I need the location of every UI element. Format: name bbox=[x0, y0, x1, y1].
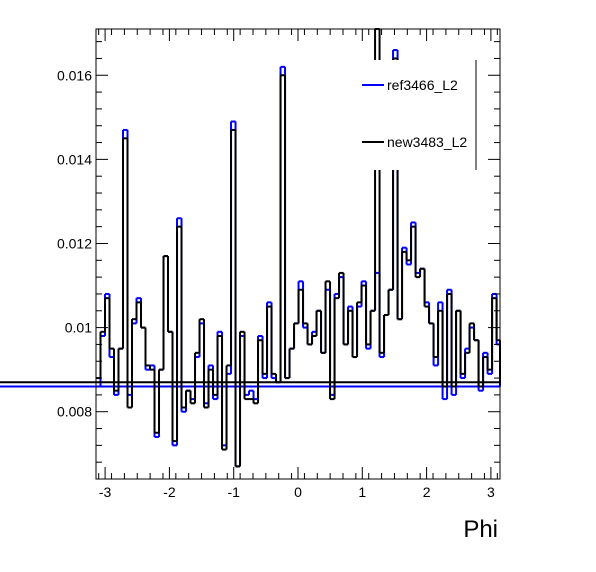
series-new3483_L2 bbox=[0, 28, 501, 468]
x-tick-label: 1 bbox=[358, 484, 366, 500]
x-tick-label: -3 bbox=[99, 484, 112, 500]
x-axis-title: Phi bbox=[463, 516, 498, 543]
legend: ref3466_L2 new3483_L2 bbox=[358, 60, 477, 170]
x-tick-label: -1 bbox=[227, 484, 240, 500]
legend-label-new: new3483_L2 bbox=[387, 134, 467, 150]
x-tick-label: -2 bbox=[163, 484, 176, 500]
y-tick-label: 0.01 bbox=[65, 320, 92, 336]
series-layer bbox=[0, 28, 501, 468]
ticks-layer: -3 -2 -1 0 1 2 3 0.008 0.01 0.012 0.014 0.016 bbox=[57, 29, 500, 500]
x-tick-label: 2 bbox=[423, 484, 431, 500]
y-tick-label: 0.016 bbox=[57, 67, 92, 83]
y-tick-label: 0.014 bbox=[57, 151, 92, 167]
legend-label-ref: ref3466_L2 bbox=[387, 77, 458, 93]
legend-box bbox=[358, 60, 476, 170]
x-tick-label: 3 bbox=[487, 484, 495, 500]
x-tick-label: 0 bbox=[294, 484, 302, 500]
y-tick-label: 0.008 bbox=[57, 404, 92, 420]
y-tick-label: 0.012 bbox=[57, 235, 92, 251]
